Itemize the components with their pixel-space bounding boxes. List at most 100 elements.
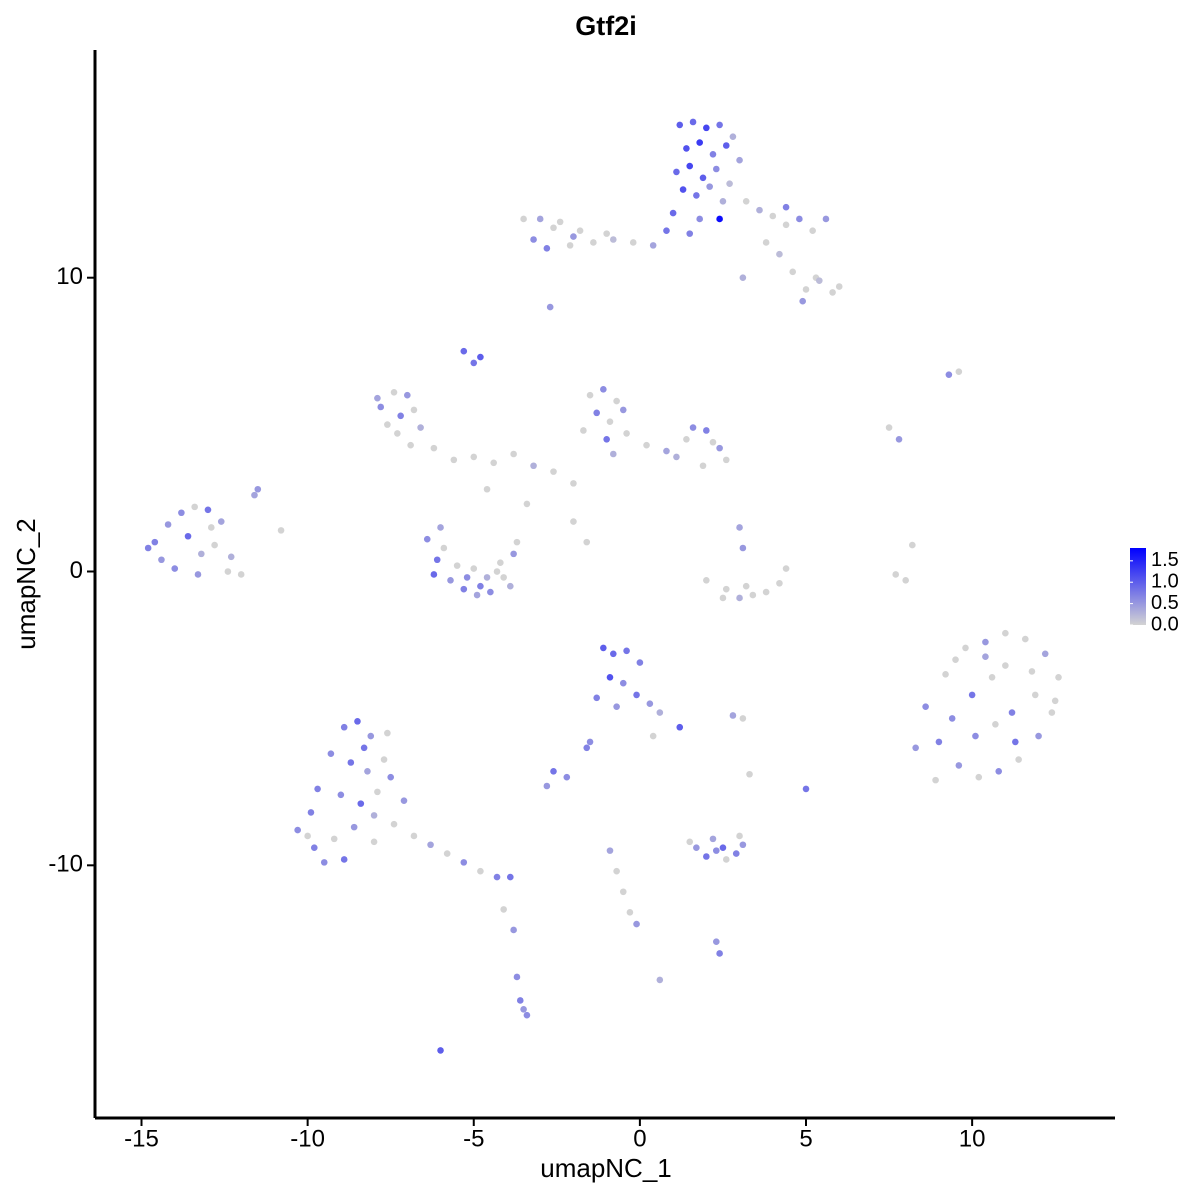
point — [643, 441, 650, 449]
point — [686, 838, 694, 846]
point — [736, 524, 743, 531]
point — [782, 221, 790, 229]
y-tick-label: 0 — [70, 557, 83, 584]
point — [799, 297, 806, 305]
point — [327, 750, 335, 757]
point — [623, 647, 630, 655]
point — [483, 574, 491, 581]
point — [1048, 709, 1056, 716]
point — [619, 679, 627, 687]
point — [709, 835, 717, 843]
point — [739, 841, 747, 849]
point — [593, 694, 600, 702]
point — [477, 867, 484, 875]
point — [610, 650, 617, 658]
point — [762, 239, 770, 246]
point — [689, 424, 697, 431]
point — [477, 582, 484, 590]
point — [835, 283, 843, 290]
point — [719, 594, 727, 602]
point — [656, 709, 664, 716]
point — [1002, 629, 1009, 637]
point — [676, 121, 684, 129]
point — [603, 435, 610, 443]
point — [1031, 691, 1039, 699]
point — [739, 544, 747, 552]
point — [686, 230, 694, 237]
point — [736, 594, 743, 602]
point — [606, 418, 614, 425]
point — [909, 541, 916, 549]
point — [483, 485, 491, 493]
point — [433, 556, 441, 564]
point — [417, 424, 424, 431]
point — [703, 853, 710, 860]
point — [693, 192, 700, 199]
point — [649, 732, 657, 740]
point — [1015, 756, 1022, 763]
point — [340, 723, 348, 731]
point — [942, 671, 949, 678]
point — [314, 785, 321, 793]
point — [470, 359, 478, 367]
point — [636, 659, 644, 666]
point — [613, 397, 620, 405]
point — [164, 521, 172, 528]
point — [962, 644, 969, 652]
point — [922, 703, 929, 710]
point — [516, 997, 524, 1004]
point — [470, 453, 478, 461]
point — [1055, 673, 1062, 681]
point — [490, 459, 497, 467]
point — [530, 236, 537, 243]
point — [633, 691, 640, 699]
point — [782, 203, 790, 211]
point — [742, 582, 750, 590]
point — [390, 820, 398, 828]
point — [437, 524, 444, 531]
point — [523, 1011, 531, 1019]
point — [935, 738, 943, 746]
point — [374, 788, 381, 796]
point — [1008, 709, 1016, 716]
point — [769, 212, 777, 220]
point — [520, 215, 527, 223]
point — [394, 430, 401, 437]
point — [443, 850, 451, 857]
point — [955, 368, 963, 376]
point — [430, 571, 438, 578]
point — [789, 268, 797, 276]
point — [656, 976, 664, 984]
point — [796, 215, 803, 223]
point — [224, 568, 232, 575]
point — [676, 723, 684, 731]
point — [948, 715, 956, 722]
point — [144, 544, 152, 552]
point — [360, 744, 368, 752]
point — [703, 427, 710, 434]
point — [178, 509, 185, 517]
point — [776, 250, 783, 258]
point — [510, 450, 517, 458]
point — [746, 770, 753, 778]
point — [902, 577, 909, 584]
point — [1002, 662, 1009, 669]
point — [669, 209, 677, 217]
point — [550, 224, 557, 232]
point — [729, 133, 737, 140]
colorbar — [1130, 548, 1146, 625]
point — [191, 503, 198, 511]
point — [895, 435, 903, 443]
point — [776, 579, 783, 587]
point — [626, 909, 634, 916]
colorbar-label: 0.5 — [1151, 592, 1179, 614]
point — [686, 162, 694, 170]
point — [699, 174, 707, 182]
point — [477, 353, 484, 361]
point — [762, 588, 770, 596]
point — [374, 394, 381, 402]
point — [211, 541, 218, 549]
point — [736, 832, 743, 840]
point — [330, 835, 338, 843]
